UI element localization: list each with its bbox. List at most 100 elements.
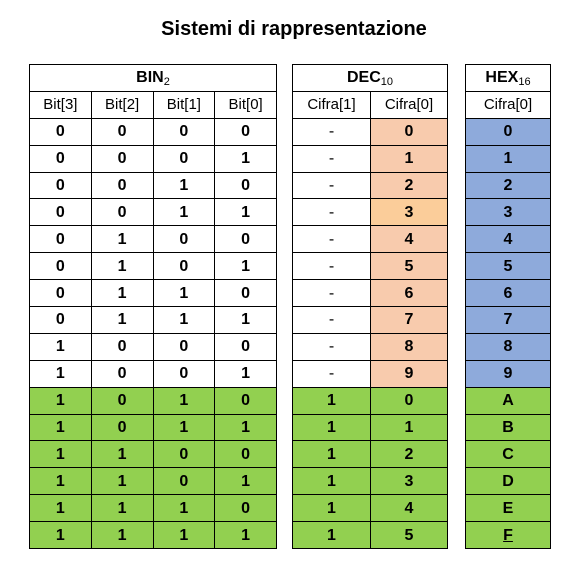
bin-cell: 0 [90, 144, 154, 173]
hex-cell: A [465, 386, 551, 415]
table-row: 8 [465, 332, 551, 361]
dec-cell: 3 [370, 467, 448, 496]
bin-cell: 0 [152, 144, 216, 173]
table-row: E [465, 494, 551, 523]
table-row: 3 [465, 198, 551, 227]
bin-cell: 1 [152, 306, 216, 334]
bin-cell: 1 [90, 494, 154, 523]
dec-column-header: Cifra[1] [292, 90, 371, 119]
hex-cell: 1 [465, 144, 551, 173]
dec-cell: - [292, 279, 371, 308]
bin-cell: 1 [152, 413, 216, 442]
hex-cell: E [465, 494, 551, 523]
dec-cell: 1 [292, 386, 371, 415]
bin-cell: 1 [152, 494, 216, 523]
hex-cell: C [465, 440, 551, 469]
bin-cell: 0 [29, 198, 92, 227]
dec-cell: 3 [370, 198, 448, 227]
dec-cell: 4 [370, 494, 448, 523]
dec-table: DEC10 Cifra[1] Cifra[0] -0-1-2-3-4-5-6-7-… [292, 64, 448, 550]
bin-cell: 0 [152, 252, 216, 281]
bin-cell: 0 [152, 467, 216, 496]
dec-cell: 1 [292, 521, 371, 550]
hex-cell: 8 [465, 332, 551, 361]
dec-cell: - [292, 117, 371, 146]
hex-label: HEX [485, 69, 519, 87]
bin-cell: 1 [29, 332, 92, 361]
page-title: Sistemi di rappresentazione [161, 18, 427, 40]
dec-cell: - [292, 306, 371, 334]
dec-cell: 2 [370, 171, 448, 200]
bin-cell: 1 [29, 440, 92, 469]
bin-cell: 0 [90, 386, 154, 415]
bin-cell: 1 [29, 521, 92, 550]
dec-header: DEC10 [292, 64, 448, 92]
table-row: 7 [465, 306, 551, 334]
table-row: 6 [465, 279, 551, 308]
bin-cell: 1 [214, 198, 277, 227]
bin-cell: 1 [214, 144, 277, 173]
bin-column-header: Bit[2] [90, 90, 154, 119]
dec-cell: 6 [370, 279, 448, 308]
bin-cell: 1 [29, 386, 92, 415]
bin-cell: 0 [90, 198, 154, 227]
dec-cell: 8 [370, 332, 448, 361]
table-row: B [465, 413, 551, 442]
hex-header: HEX16 [465, 64, 551, 92]
table-row: -7 [292, 306, 448, 334]
bin-cell: 0 [214, 332, 277, 361]
dec-cell: - [292, 252, 371, 281]
bin-cell: 0 [214, 117, 277, 146]
bin-cell: 1 [214, 521, 277, 550]
dec-cell: 0 [370, 386, 448, 415]
bin-cell: 1 [152, 198, 216, 227]
table-row: -1 [292, 144, 448, 173]
dec-cell: - [292, 359, 371, 388]
bin-cell: 0 [90, 171, 154, 200]
bin-label: BIN [136, 69, 164, 87]
bin-cell: 0 [152, 440, 216, 469]
dec-cell: - [292, 225, 371, 254]
bin-cell: 1 [90, 225, 154, 254]
dec-cell: 1 [292, 494, 371, 523]
dec-label: DEC [346, 69, 381, 87]
dec-cell: 1 [292, 413, 371, 442]
dec-cell: - [292, 144, 371, 173]
bin-cell: 0 [214, 171, 277, 200]
bin-cell: 1 [29, 359, 92, 388]
bin-cell: 1 [214, 413, 277, 442]
dec-cell: - [292, 332, 371, 361]
dec-cell: 5 [370, 521, 448, 550]
table-row: -3 [292, 198, 448, 227]
table-row: D [465, 467, 551, 496]
bin-cell: 0 [152, 225, 216, 254]
hex-cell: F [465, 521, 551, 550]
dec-cell: 0 [370, 117, 448, 146]
bin-cell: 0 [214, 494, 277, 523]
bin-cell: 1 [214, 467, 277, 496]
table-row: 1 [465, 144, 551, 173]
bin-cell: 0 [90, 117, 154, 146]
bin-cell: 0 [214, 386, 277, 415]
bin-cell: 0 [214, 440, 277, 469]
bin-cell: 0 [152, 359, 216, 388]
bin-column-header: Bit[1] [152, 90, 216, 119]
hex-cell: 9 [465, 359, 551, 388]
bin-cell: 0 [90, 359, 154, 388]
table-row: -0 [292, 117, 448, 146]
bin-cell: 1 [90, 279, 154, 308]
table-row: 2 [465, 171, 551, 200]
bin-cell: 1 [90, 306, 154, 334]
